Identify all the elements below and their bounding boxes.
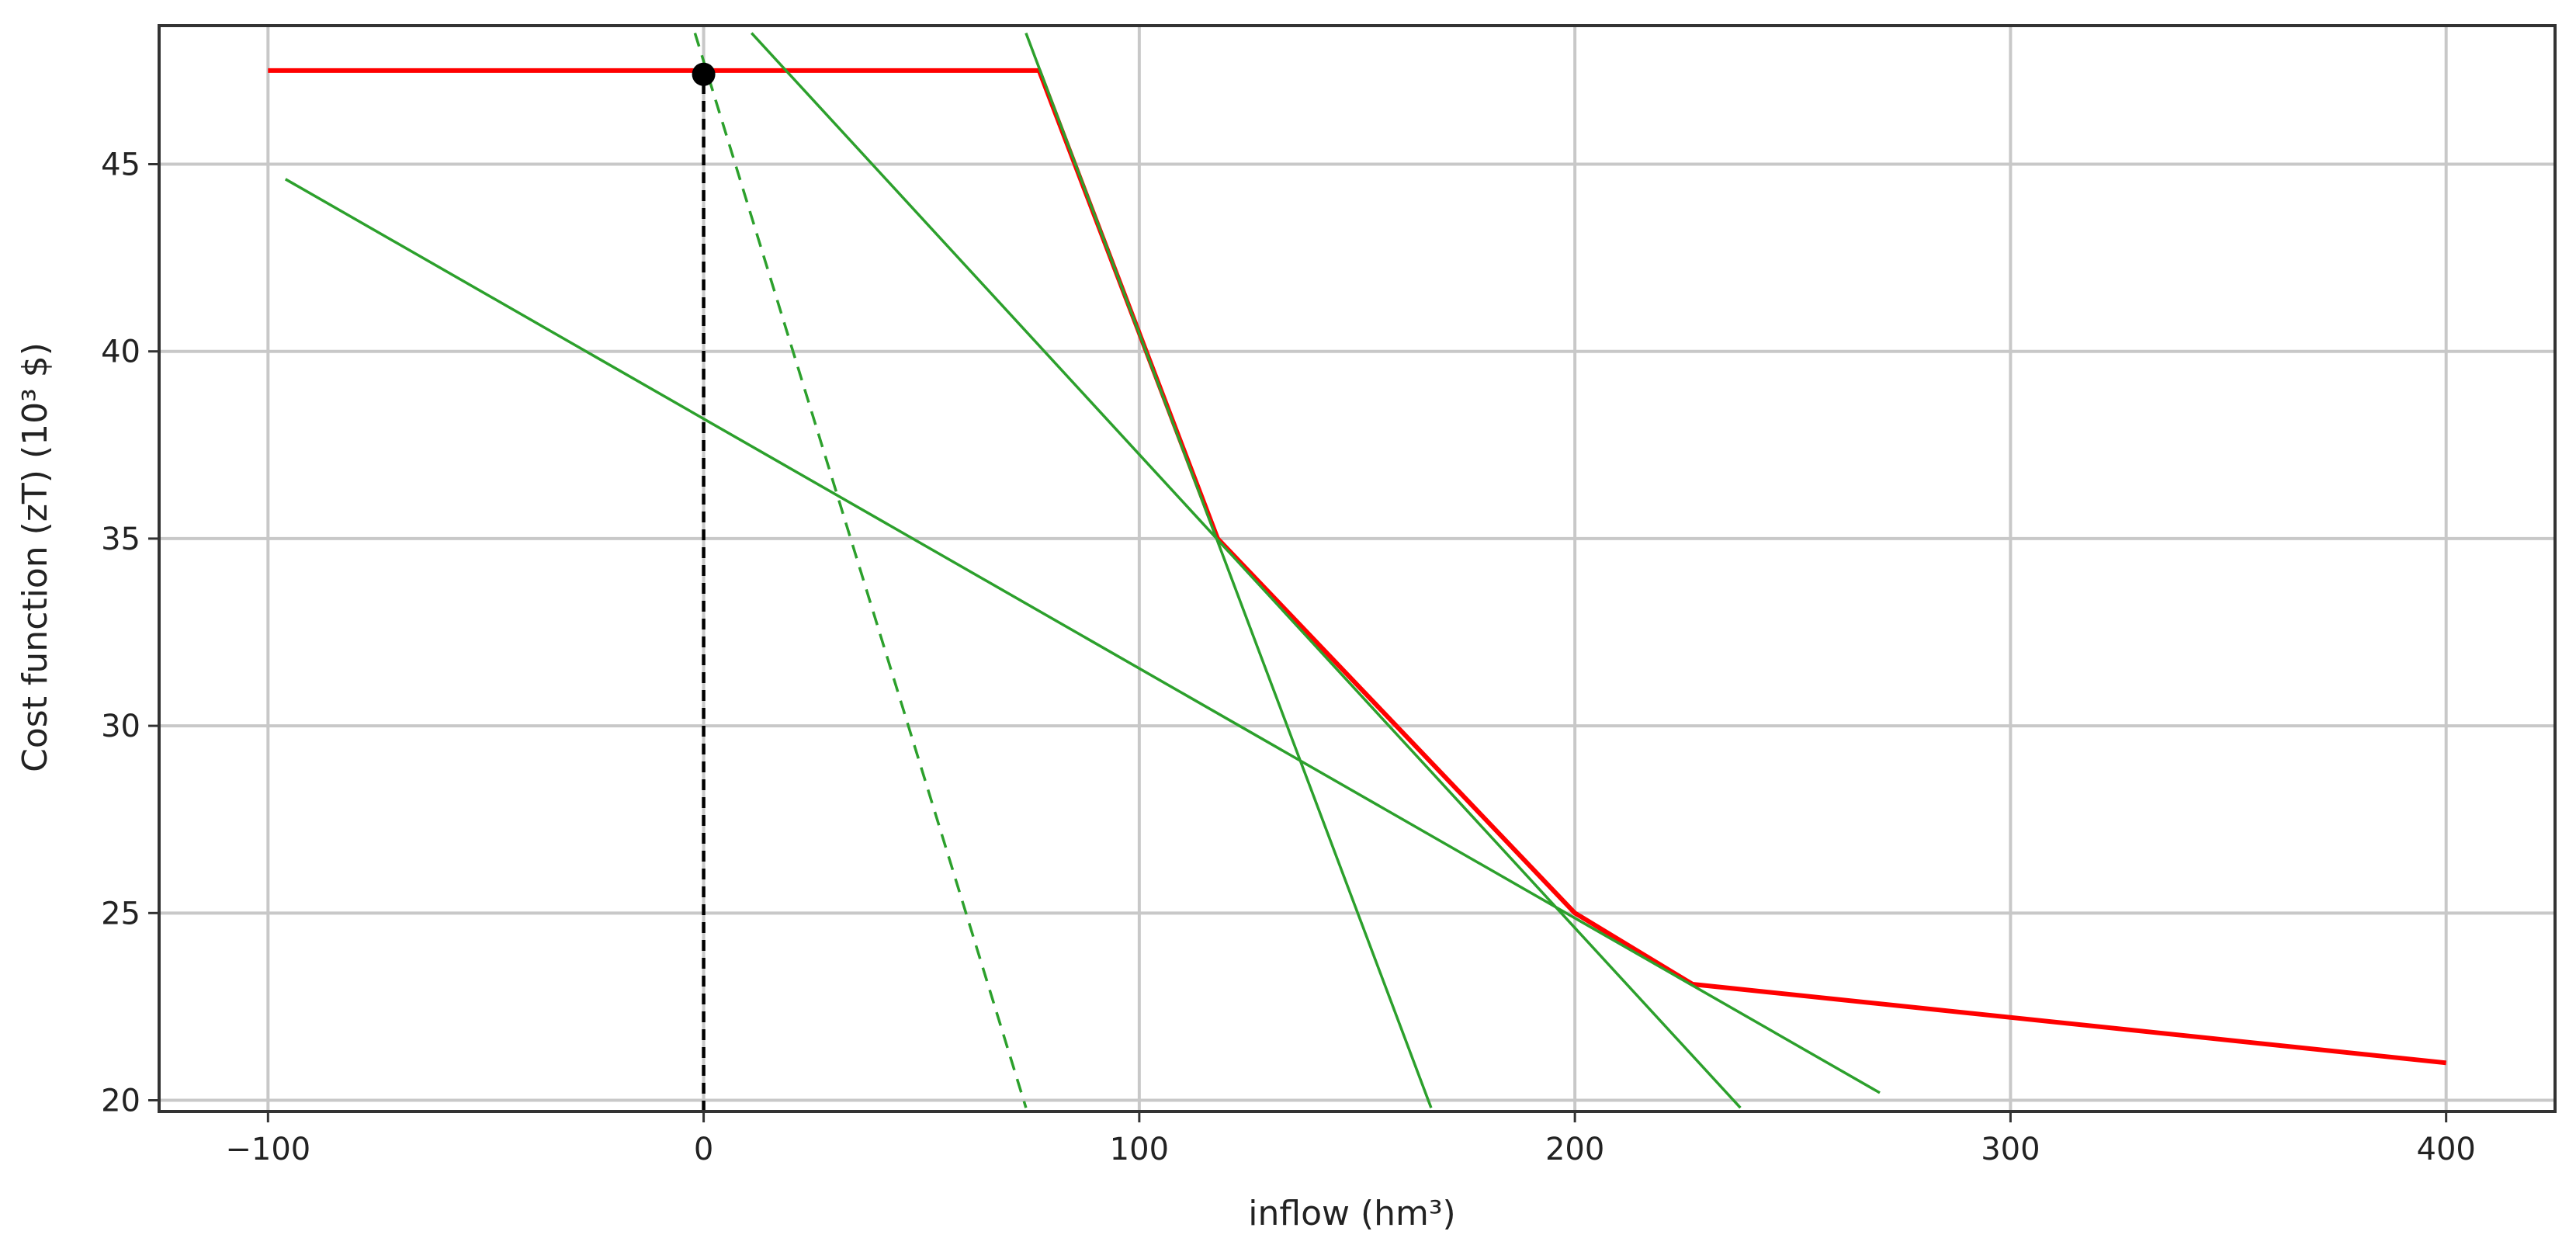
y-tick-label-2: 30: [101, 709, 140, 744]
x-tick-label-1: 0: [694, 1132, 713, 1167]
y-tick-label-3: 35: [101, 522, 140, 557]
y-tick-label-1: 25: [101, 896, 140, 931]
y-tick-label-0: 20: [101, 1084, 140, 1119]
y-tick-label-5: 45: [101, 147, 140, 182]
series-cut-1: [284, 178, 1881, 1094]
plot-frame: [158, 24, 2557, 1113]
x-tick-label-2: 100: [1110, 1132, 1169, 1167]
point-marker: [692, 62, 716, 86]
series-cut-3: [1025, 32, 1433, 1108]
y-axis-label: Cost function (zT) (10³ $): [16, 342, 55, 772]
series-cut-2: [751, 32, 1742, 1109]
grid: [159, 26, 2555, 1112]
x-axis-label: inflow (hm³): [1248, 1194, 1455, 1233]
x-tick-label-0: −100: [225, 1132, 310, 1167]
x-tick-label-4: 300: [1981, 1132, 2040, 1167]
y-tick-label-4: 40: [101, 335, 140, 370]
axes: −100 0 100 200 300 400 20 25 30 35 40 45: [101, 24, 2557, 1167]
series-layer: [268, 32, 2447, 1112]
series-cost-function-envelope: [268, 68, 2447, 1066]
x-tick-label-5: 400: [2417, 1132, 2476, 1167]
series-cut-dashed: [693, 33, 1028, 1108]
x-tick-label-3: 200: [1545, 1132, 1604, 1167]
